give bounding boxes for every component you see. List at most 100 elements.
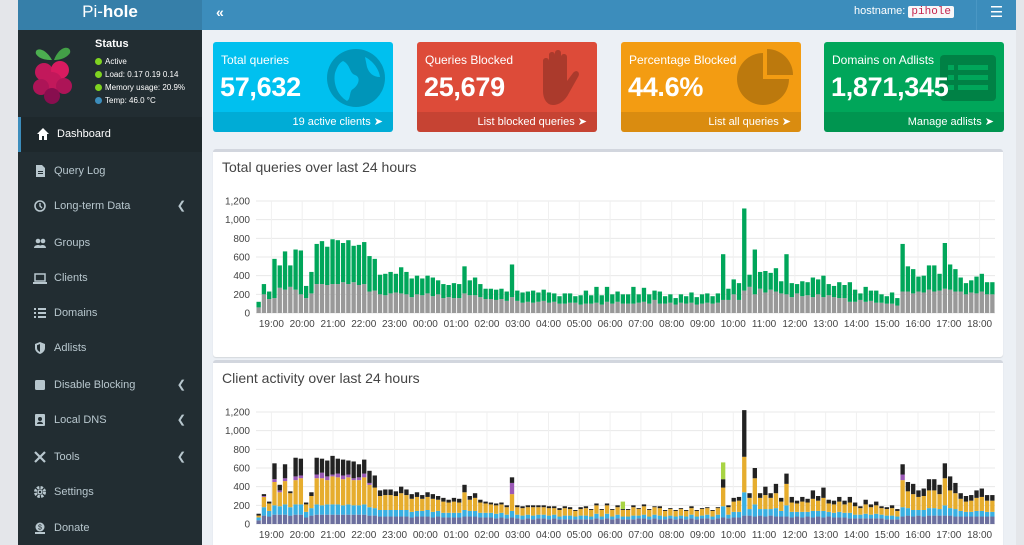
bar-segment[interactable] — [932, 265, 937, 292]
bar-segment[interactable] — [578, 304, 583, 313]
bar-segment[interactable] — [879, 294, 884, 303]
bar-segment[interactable] — [414, 496, 420, 511]
bar-segment[interactable] — [921, 292, 926, 313]
bar-segment[interactable] — [567, 519, 573, 524]
bar-segment[interactable] — [631, 507, 636, 516]
bar-segment[interactable] — [742, 492, 747, 516]
bar-segment[interactable] — [293, 480, 298, 505]
bar-segment[interactable] — [620, 510, 626, 517]
bar-segment[interactable] — [351, 245, 356, 283]
bar-segment[interactable] — [303, 285, 309, 299]
bar-segment[interactable] — [974, 490, 979, 498]
bar-segment[interactable] — [298, 475, 304, 479]
bar-segment[interactable] — [383, 295, 388, 313]
bar-segment[interactable] — [377, 274, 383, 295]
bar-segment[interactable] — [377, 516, 383, 524]
bar-segment[interactable] — [757, 497, 763, 510]
bar-segment[interactable] — [367, 482, 372, 485]
bar-segment[interactable] — [842, 517, 847, 524]
bar-segment[interactable] — [261, 284, 267, 295]
bar-segment[interactable] — [404, 294, 409, 313]
bar-segment[interactable] — [530, 515, 536, 520]
bar-segment[interactable] — [599, 519, 604, 524]
bar-segment[interactable] — [562, 515, 567, 520]
bar-segment[interactable] — [499, 517, 504, 524]
bar-segment[interactable] — [552, 301, 557, 313]
bar-segment[interactable] — [684, 510, 689, 517]
bar-segment[interactable] — [335, 473, 340, 478]
bar-segment[interactable] — [256, 513, 261, 516]
bar-segment[interactable] — [335, 504, 340, 515]
bar-segment[interactable] — [921, 488, 926, 496]
bar-segment[interactable] — [731, 497, 736, 502]
bar-segment[interactable] — [515, 518, 520, 524]
bar-segment[interactable] — [277, 484, 282, 491]
bar-segment[interactable] — [541, 289, 546, 301]
bar-segment[interactable] — [414, 516, 420, 524]
bar-segment[interactable] — [694, 297, 699, 305]
bar-segment[interactable] — [293, 289, 298, 313]
bar-segment[interactable] — [462, 492, 467, 510]
bar-segment[interactable] — [425, 275, 430, 294]
bar-segment[interactable] — [467, 499, 472, 511]
bar-segment[interactable] — [356, 477, 362, 481]
bar-segment[interactable] — [752, 468, 757, 479]
bar-segment[interactable] — [536, 518, 541, 524]
bar-segment[interactable] — [863, 499, 868, 505]
bar-segment[interactable] — [472, 510, 478, 517]
bar-segment[interactable] — [963, 516, 969, 524]
bar-segment[interactable] — [953, 269, 958, 292]
bar-segment[interactable] — [937, 273, 942, 291]
bar-segment[interactable] — [747, 509, 752, 516]
bar-segment[interactable] — [868, 290, 874, 301]
sidebar-item-domains[interactable]: Domains — [18, 296, 202, 331]
bar-segment[interactable] — [715, 302, 721, 313]
bar-segment[interactable] — [884, 296, 889, 304]
bar-segment[interactable] — [895, 298, 900, 306]
bar-segment[interactable] — [356, 480, 362, 506]
bar-segment[interactable] — [457, 298, 462, 313]
bar-segment[interactable] — [567, 302, 573, 313]
bar-segment[interactable] — [288, 493, 293, 508]
bar-segment[interactable] — [895, 519, 900, 524]
bar-segment[interactable] — [636, 302, 641, 313]
bar-segment[interactable] — [604, 513, 610, 519]
bar-segment[interactable] — [499, 504, 504, 513]
bar-segment[interactable] — [652, 290, 657, 300]
bar-segment[interactable] — [784, 473, 789, 484]
bar-segment[interactable] — [314, 284, 319, 313]
bar-segment[interactable] — [372, 487, 377, 509]
bar-segment[interactable] — [610, 516, 615, 520]
bar-segment[interactable] — [457, 512, 462, 518]
bar-segment[interactable] — [831, 297, 837, 313]
bar-segment[interactable] — [953, 291, 958, 313]
bar-segment[interactable] — [414, 492, 420, 497]
bar-segment[interactable] — [736, 517, 742, 524]
bar-segment[interactable] — [472, 277, 478, 296]
bar-segment[interactable] — [958, 498, 963, 511]
bar-segment[interactable] — [731, 501, 736, 512]
bar-segment[interactable] — [288, 265, 293, 287]
bar-segment[interactable] — [773, 483, 779, 494]
bar-segment[interactable] — [372, 290, 377, 313]
bar-segment[interactable] — [472, 295, 478, 313]
bar-segment[interactable] — [641, 504, 647, 507]
bar-segment[interactable] — [594, 503, 599, 506]
bar-segment[interactable] — [573, 296, 578, 303]
bar-segment[interactable] — [879, 518, 884, 524]
bar-segment[interactable] — [625, 294, 631, 304]
bar-segment[interactable] — [325, 460, 330, 477]
bar-segment[interactable] — [509, 297, 515, 313]
bar-segment[interactable] — [699, 509, 705, 516]
bar-segment[interactable] — [879, 506, 884, 509]
bar-segment[interactable] — [720, 462, 726, 480]
bar-segment[interactable] — [309, 492, 314, 496]
bar-segment[interactable] — [837, 501, 842, 512]
bar-segment[interactable] — [821, 487, 826, 498]
bar-segment[interactable] — [451, 497, 457, 502]
bar-segment[interactable] — [509, 494, 515, 511]
bar-segment[interactable] — [641, 518, 647, 524]
bar-segment[interactable] — [557, 516, 562, 520]
bar-segment[interactable] — [272, 479, 277, 482]
bar-segment[interactable] — [610, 294, 615, 304]
